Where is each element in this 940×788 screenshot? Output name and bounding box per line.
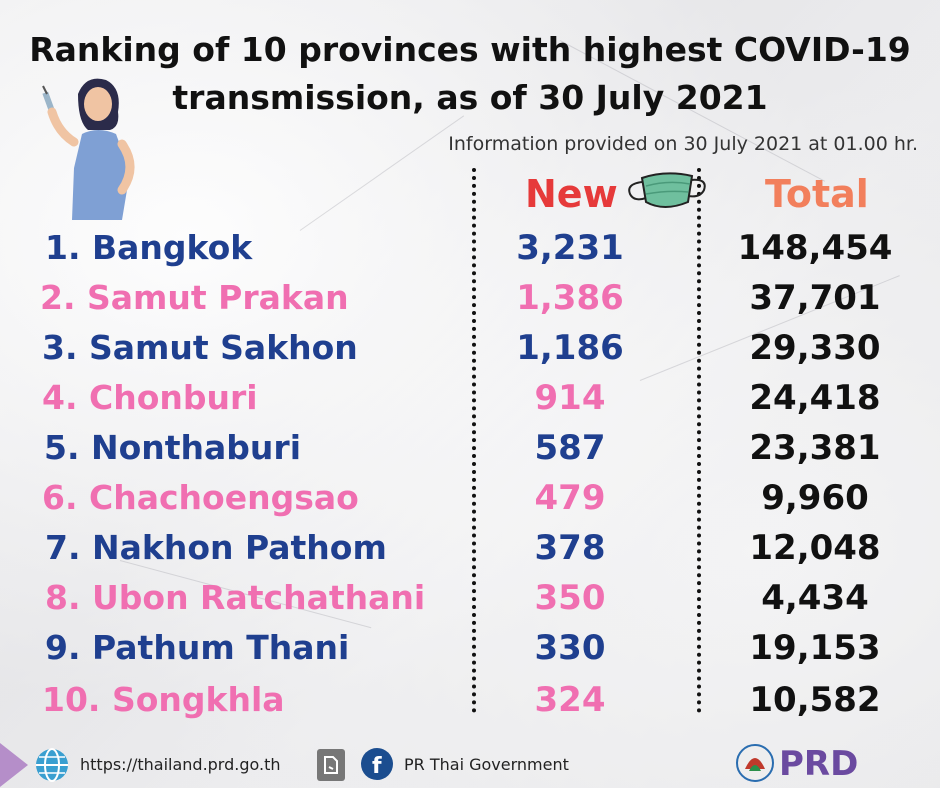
total-cases: 12,048 [749,528,881,568]
province-name: 7. Nakhon Pathom [45,528,387,567]
title-line-2: transmission, as of 30 July 2021 [172,78,768,117]
column-divider-left [472,168,476,713]
table-row: 9. Pathum Thani 330 19,153 [0,628,940,678]
new-cases: 1,186 [516,328,624,368]
province-name: 1. Bangkok [45,228,253,267]
province-name: 5. Nonthaburi [44,428,302,467]
info-timestamp: Information provided on 30 July 2021 at … [448,133,918,155]
table-row: 4. Chonburi 914 24,418 [0,378,940,428]
province-name: 3. Samut Sakhon [42,328,358,367]
total-cases: 9,960 [761,478,869,518]
total-cases: 29,330 [749,328,881,368]
page-title: Ranking of 10 provinces with highest COV… [0,26,940,122]
province-name: 9. Pathum Thani [45,628,350,667]
nurse-illustration [42,78,135,220]
province-name: 2. Samut Prakan [40,278,349,317]
province-name: 6. Chachoengsao [42,478,359,517]
table-row: 6. Chachoengsao 479 9,960 [0,478,940,528]
province-name: 4. Chonburi [42,378,258,417]
total-cases: 23,381 [749,428,881,468]
table-row: 5. Nonthaburi 587 23,381 [0,428,940,478]
new-cases: 324 [534,680,606,720]
website-link[interactable]: https://thailand.prd.go.th [80,755,281,774]
total-cases: 148,454 [737,228,893,268]
total-cases: 37,701 [749,278,881,318]
prd-logo: PRD [736,744,858,784]
facebook-page-name[interactable]: PR Thai Government [404,755,569,774]
new-cases: 914 [534,378,606,418]
facebook-icon[interactable]: f [360,747,394,781]
prd-logo-text: PRD [779,744,858,784]
new-cases: 378 [534,528,606,568]
table-row: 2. Samut Prakan 1,386 37,701 [0,278,940,328]
face-mask-icon [628,172,706,208]
table-row: 8. Ubon Ratchathani 350 4,434 [0,578,940,628]
table-row: 10. Songkhla 324 10,582 [0,680,940,730]
table-row: 3. Samut Sakhon 1,186 29,330 [0,328,940,378]
new-cases: 330 [534,628,606,668]
table-row: 1. Bangkok 3,231 148,454 [0,228,940,278]
svg-text:f: f [372,754,382,779]
footer-accent-triangle [0,743,28,787]
total-cases: 24,418 [749,378,881,418]
globe-icon [36,748,68,782]
header-new: New [525,172,618,216]
header-total: Total [765,172,869,216]
new-cases: 350 [534,578,606,618]
new-cases: 3,231 [516,228,624,268]
title-line-1: Ranking of 10 provinces with highest COV… [29,30,911,69]
new-cases: 587 [534,428,606,468]
total-cases: 10,582 [749,680,881,720]
province-name: 8. Ubon Ratchathani [45,578,426,617]
column-divider-right [697,168,701,713]
new-cases: 479 [534,478,606,518]
total-cases: 4,434 [761,578,869,618]
table-row: 7. Nakhon Pathom 378 12,048 [0,528,940,578]
new-cases: 1,386 [516,278,624,318]
total-cases: 19,153 [749,628,881,668]
province-name: 10. Songkhla [42,680,285,719]
document-icon [317,749,345,781]
footer: https://thailand.prd.go.th f PR Thai Gov… [0,735,940,788]
